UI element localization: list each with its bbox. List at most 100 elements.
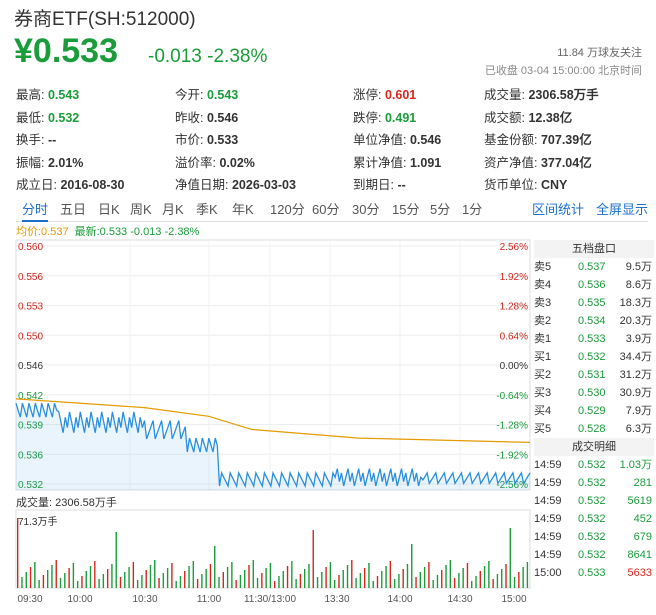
price-change: -0.013 -2.38% xyxy=(148,46,268,67)
volume-bar xyxy=(423,567,426,588)
stat-item: 最低: 0.532 xyxy=(16,107,79,126)
order-book-row: 14:59 0.532 452 xyxy=(534,510,654,528)
y-tick-label: 0.550 xyxy=(18,331,43,342)
volume-bar xyxy=(235,580,237,588)
volume-bar xyxy=(496,574,499,588)
volume-max: 71.3万手 xyxy=(18,517,58,528)
volume-bar xyxy=(269,563,272,588)
stat-item: 单位净值: 0.546 xyxy=(353,129,441,148)
row-volume: 20.3万 xyxy=(619,315,652,327)
stat-value: 0.546 xyxy=(203,110,239,125)
stat-value: 0.491 xyxy=(381,110,417,125)
row-price: 0.532 xyxy=(578,495,606,507)
volume-bar xyxy=(411,544,413,588)
tab-4[interactable]: 月K xyxy=(162,202,184,217)
volume-bar xyxy=(282,571,284,588)
y-pct-label: -1.28% xyxy=(496,421,528,432)
tab-12[interactable]: 1分 xyxy=(462,202,483,217)
volume-bar xyxy=(428,562,430,588)
volume-bar xyxy=(389,561,392,588)
stat-value: 0.546 xyxy=(406,133,442,148)
time-tick-label: 13:30 xyxy=(324,594,349,605)
row-label: 卖4 xyxy=(534,279,552,291)
fullscreen-link[interactable]: 全屏显示 xyxy=(596,202,649,217)
tab-3[interactable]: 周K xyxy=(130,202,152,217)
tab-9[interactable]: 30分 xyxy=(352,202,380,217)
row-volume: 7.9万 xyxy=(625,405,652,417)
range-stats-link[interactable]: 区间统计 xyxy=(532,202,585,217)
tab-8[interactable]: 60分 xyxy=(312,202,340,217)
time-tick-label: 11:00 xyxy=(197,594,222,605)
volume-bar xyxy=(513,577,516,588)
volume-bar xyxy=(119,577,122,588)
volume-bar xyxy=(351,560,353,588)
tab-5[interactable]: 季K xyxy=(196,202,218,217)
volume-bar xyxy=(449,560,452,588)
y-pct-label: 1.28% xyxy=(500,302,528,313)
stat-value: 707.39亿 xyxy=(537,133,592,148)
volume-bar xyxy=(458,573,460,588)
volume-bar xyxy=(158,578,160,588)
volume-bar xyxy=(299,574,302,588)
stat-label: 最高: xyxy=(16,88,45,102)
order-book-row: 15:00 0.533 5633 xyxy=(534,564,654,582)
volume-bar xyxy=(42,575,45,588)
tab-1[interactable]: 五日 xyxy=(60,202,87,217)
tab-7[interactable]: 120分 xyxy=(270,202,305,217)
stat-value: 0.532 xyxy=(44,110,80,125)
follower-count[interactable]: 11.84 万球友关注 xyxy=(557,47,642,59)
legend-avg-price: 均价:0.537 xyxy=(16,226,69,238)
row-label: 卖5 xyxy=(534,261,552,273)
volume-frame xyxy=(15,509,531,589)
stat-label: 振幅: xyxy=(16,155,45,170)
order-book-row: 14:59 0.532 5619 xyxy=(534,492,654,510)
order-book-row: 卖4 0.536 8.6万 xyxy=(534,276,654,294)
volume-bar xyxy=(226,567,229,588)
volume-bar xyxy=(256,578,259,588)
stat-item: 净值日期: 2026-03-03 xyxy=(175,174,296,193)
volume-bar xyxy=(372,581,374,588)
volume-bar xyxy=(201,574,203,588)
tab-11[interactable]: 5分 xyxy=(430,202,451,217)
volume-bar xyxy=(368,563,370,588)
volume-bar xyxy=(38,580,40,588)
legend-latest: 最新:0.533 -0.013 -2.38% xyxy=(74,226,200,238)
volume-bar xyxy=(29,567,32,588)
volume-bar xyxy=(278,576,280,588)
volume-bar xyxy=(218,577,220,588)
row-label: 买5 xyxy=(534,423,552,435)
volume-bar xyxy=(303,569,306,588)
row-volume: 30.9万 xyxy=(619,387,652,399)
tab-2[interactable]: 日K xyxy=(98,202,120,217)
volume-bar xyxy=(192,561,195,588)
order-book-row: 卖2 0.534 20.3万 xyxy=(534,312,654,330)
row-volume: 8.6万 xyxy=(625,279,652,291)
time-tick-label: 14:00 xyxy=(387,594,412,605)
volume-bar xyxy=(149,565,152,588)
stat-label: 最低: xyxy=(16,110,45,125)
tab-10[interactable]: 15分 xyxy=(392,202,420,217)
volume-bar xyxy=(501,569,503,588)
volume-bar xyxy=(72,563,75,588)
order-book-row: 卖3 0.535 18.3万 xyxy=(534,294,654,312)
stat-value: 0.543 xyxy=(44,88,80,102)
stat-label: 到期日: xyxy=(353,178,394,193)
stat-value: 0.601 xyxy=(381,88,417,102)
volume-bar xyxy=(132,562,135,588)
stat-item: 溢价率: 0.02% xyxy=(175,152,255,171)
tab-6[interactable]: 年K xyxy=(232,202,254,217)
row-label: 14:59 xyxy=(534,549,562,561)
order-book-row: 买3 0.530 30.9万 xyxy=(534,384,654,402)
order-book-row: 14:59 0.532 8641 xyxy=(534,546,654,564)
time-tick-label: 10:00 xyxy=(67,594,92,605)
volume-bar xyxy=(209,564,212,588)
volume-bar xyxy=(453,578,456,588)
price-area xyxy=(16,403,530,490)
volume-bar xyxy=(321,572,323,588)
volume-bar xyxy=(505,564,507,588)
tab-0[interactable]: 分时 xyxy=(22,199,49,222)
volume-bar xyxy=(98,579,100,588)
row-label: 卖1 xyxy=(534,333,552,345)
stat-label: 换手: xyxy=(16,133,45,148)
stat-item: 跌停: 0.491 xyxy=(353,107,416,126)
